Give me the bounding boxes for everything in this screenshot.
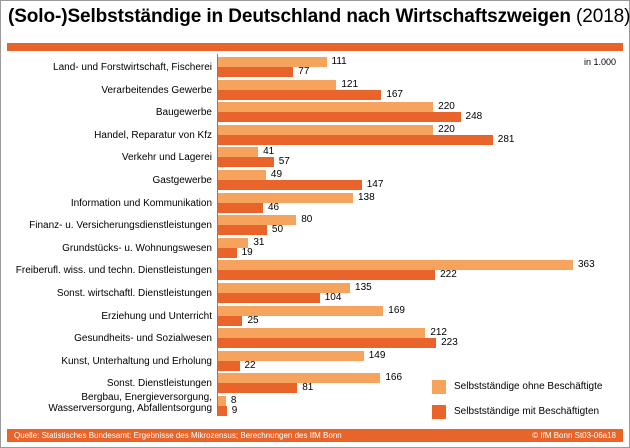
bar-mit-beschaeftigten (218, 315, 243, 326)
bottom-source-bar (7, 429, 623, 442)
category-label: Verkehr und Lagerei (121, 152, 212, 164)
bar-value-label: 135 (355, 282, 372, 293)
category-label: Gastgewerbe (152, 175, 212, 186)
bar-mit-beschaeftigten (218, 157, 274, 168)
category-label: Sonst. Dienstleistungen (106, 378, 212, 390)
bar-ohne-beschaeftigte (218, 192, 353, 203)
category-axis-line (217, 54, 218, 416)
bar-value-label: 111 (331, 56, 347, 67)
category-label: Kunst, Unterhaltung und Erholung (61, 355, 212, 367)
bar-value-label: 223 (441, 337, 458, 349)
source-note: Quelle: Statistisches Bundesamt: Ergebni… (14, 431, 342, 440)
bar-value-label: 281 (497, 133, 515, 145)
chart-title-main: (Solo-)Selbstständige in Deutschland nac… (8, 6, 571, 27)
category-label: Sonst. wirtschaftl. Dienstleistungen (56, 288, 212, 299)
bar-ohne-beschaeftigte (218, 260, 573, 271)
bar-mit-beschaeftigten (218, 180, 362, 190)
bar-ohne-beschaeftigte (218, 124, 434, 135)
bar-ohne-beschaeftigte (218, 79, 337, 90)
category-label: Information und Kommunikation (70, 197, 212, 209)
bar-ohne-beschaeftigte (218, 396, 226, 406)
bar-mit-beschaeftigten (218, 247, 237, 258)
bar-mit-beschaeftigten (218, 406, 227, 416)
bar-ohne-beschaeftigte (218, 373, 381, 384)
bar-value-label: 9 (231, 405, 238, 416)
bar-ohne-beschaeftigte (218, 170, 266, 180)
category-label: Freiberufl. wiss. und techn. Dienstleist… (15, 265, 212, 277)
bar-value-label: 19 (241, 246, 253, 258)
bar-ohne-beschaeftigte (218, 147, 259, 158)
bar-mit-beschaeftigten (218, 383, 298, 394)
category-label: Land- und Forstwirtschaft, Fischerei (53, 62, 212, 73)
bar-ohne-beschaeftigte (218, 237, 249, 248)
bar-ohne-beschaeftigte (218, 215, 297, 226)
bar-value-label: 147 (366, 179, 384, 190)
bar-mit-beschaeftigten (218, 112, 461, 123)
bar-value-label: 31 (253, 236, 265, 248)
bar-value-label: 25 (247, 314, 259, 326)
bar-value-label: 80 (301, 214, 313, 226)
bar-value-label: 77 (298, 66, 310, 77)
category-label: Bergbau, Energieversorgung, Wasserversorg… (48, 392, 212, 414)
bar-value-label: 166 (385, 372, 403, 384)
bar-mit-beschaeftigten (218, 134, 493, 145)
bar-mit-beschaeftigten (218, 270, 436, 281)
bar-ohne-beschaeftigte (218, 328, 426, 339)
bar-ohne-beschaeftigte (218, 102, 434, 113)
legend-label-ohne: Selbstständige ohne Beschäftigte (454, 381, 603, 392)
bar-mit-beschaeftigten (218, 225, 267, 236)
bar-value-label: 220 (438, 101, 455, 113)
bar-value-label: 149 (368, 349, 386, 361)
bar-ohne-beschaeftigte (218, 57, 327, 67)
bar-ohne-beschaeftigte (218, 305, 384, 316)
bar-mit-beschaeftigten (218, 89, 382, 100)
bar-mit-beschaeftigten (218, 202, 263, 213)
bar-value-label: 57 (278, 156, 290, 168)
category-label: Gesundheits- und Sozialwesen (74, 333, 212, 345)
category-label: Handel, Reparatur von Kfz (94, 129, 212, 141)
bar-mit-beschaeftigten (218, 338, 437, 349)
bar-value-label: 222 (440, 269, 457, 281)
bar-value-label: 8 (230, 395, 237, 406)
bar-value-label: 167 (386, 88, 403, 100)
bar-value-label: 46 (267, 201, 280, 213)
chart-title: (Solo-)Selbstständige in Deutschland nac… (8, 6, 630, 28)
legend-swatch-mit (432, 405, 446, 419)
bar-mit-beschaeftigten (218, 67, 294, 77)
bar-value-label: 49 (270, 169, 283, 180)
bar-value-label: 41 (263, 146, 275, 158)
bar-value-label: 138 (357, 191, 375, 203)
chart-title-year: (2018) (570, 6, 630, 27)
unit-label: in 1.000 (583, 57, 616, 67)
top-accent-bar (7, 43, 623, 51)
bar-mit-beschaeftigten (218, 360, 240, 371)
legend-swatch-ohne (432, 380, 446, 394)
bar-mit-beschaeftigten (218, 293, 320, 303)
bar-value-label: 212 (430, 327, 447, 339)
bar-value-label: 363 (578, 259, 595, 271)
category-label: Erziehung und Unterricht (101, 310, 212, 322)
bar-value-label: 104 (324, 292, 342, 303)
bar-value-label: 169 (388, 304, 405, 316)
category-label: Baugewerbe (155, 107, 212, 119)
category-label: Grundstücks- u. Wohnungswesen (62, 242, 212, 254)
copyright-code: © IfM Bonn St03-06a18 (532, 431, 616, 440)
legend-label-mit: Selbstständige mit Beschäftigten (454, 406, 600, 417)
bar-value-label: 121 (341, 78, 359, 90)
category-label: Verarbeitendes Gewerbe (101, 84, 212, 96)
bar-value-label: 22 (244, 359, 256, 371)
bar-value-label: 81 (302, 382, 314, 394)
bar-ohne-beschaeftigte (218, 283, 351, 293)
bar-value-label: 50 (271, 224, 284, 236)
category-label: Finanz- u. Versicherungsdienstleistungen (29, 220, 212, 232)
bar-ohne-beschaeftigte (218, 350, 364, 361)
bar-value-label: 220 (438, 123, 455, 135)
bar-value-label: 248 (465, 111, 483, 123)
